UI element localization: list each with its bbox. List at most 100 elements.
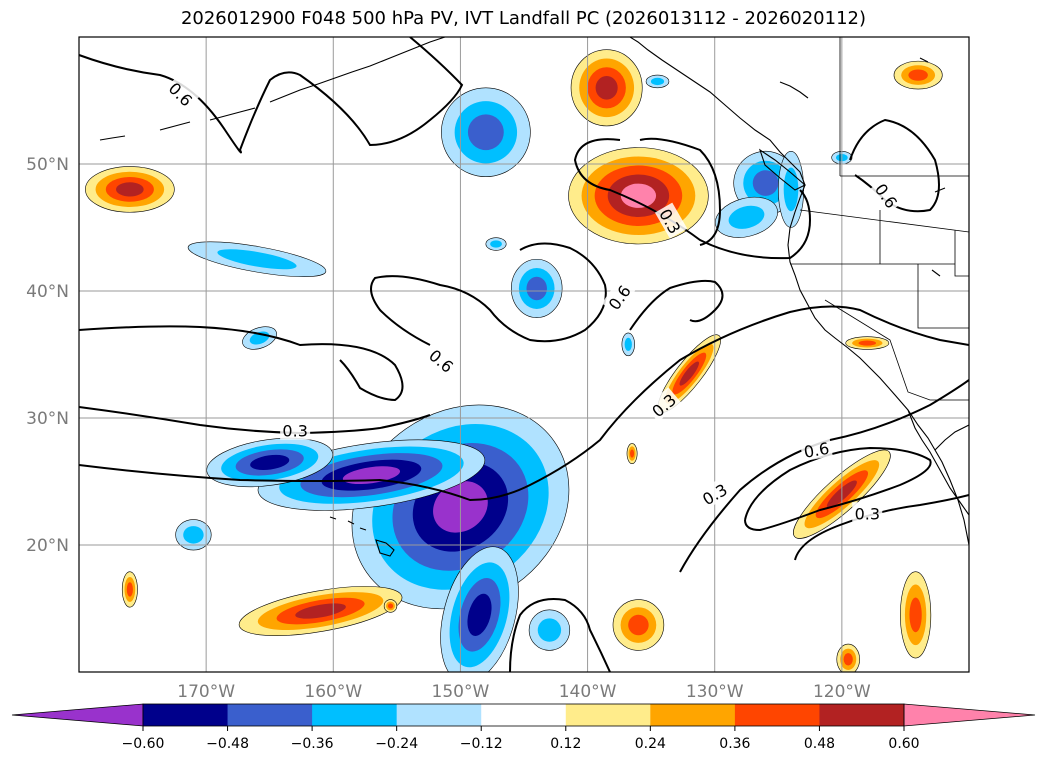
anomaly-fill-level xyxy=(620,183,657,208)
colorbar-tick-label: 0.60 xyxy=(888,736,919,752)
anomaly-region-10 xyxy=(175,519,212,551)
colorbar-tick-label: 0.12 xyxy=(550,736,581,752)
anomaly-fill-level xyxy=(858,340,876,346)
anomaly-fill-level xyxy=(526,276,547,301)
lat-tick-label: 30°N xyxy=(26,409,69,429)
anomaly-fill-level xyxy=(126,582,133,597)
colorbar-bin xyxy=(565,704,651,726)
coastline-gulf-california xyxy=(934,424,969,451)
anomaly-region-9 xyxy=(528,609,571,651)
colorbar-bin xyxy=(312,704,398,726)
state-borders xyxy=(790,37,969,401)
colorbar: −0.60 −0.48 −0.36 −0.24 −0.12 0.12 0.24 0.36 0.4… xyxy=(11,703,1036,752)
anomaly-region-15 xyxy=(645,74,670,89)
contour-label-text: 0.6 xyxy=(165,79,196,110)
contour-0.6-east xyxy=(629,279,724,331)
lon-tick-label: 120°W xyxy=(813,682,871,702)
contour-label-bg xyxy=(654,202,688,239)
lat-tick-label: 20°N xyxy=(26,536,69,556)
contour-label: 0.6 xyxy=(601,278,636,315)
contour-label: 0.6 xyxy=(424,342,460,378)
colorbar-extend-min xyxy=(11,703,144,727)
anomaly-region-24 xyxy=(900,571,932,659)
colorbar-bin xyxy=(819,704,905,726)
anomaly-region-29 xyxy=(383,599,398,613)
colorbar-outline xyxy=(142,703,905,727)
contour-label-bg xyxy=(280,419,311,440)
contour-label-bg xyxy=(870,177,904,214)
contour-label-text: 0.6 xyxy=(802,439,830,462)
anomaly-region-4 xyxy=(441,87,531,178)
lon-tick-label: 130°W xyxy=(686,682,744,702)
contour-label-bg xyxy=(852,502,883,523)
contour-0.3-mid xyxy=(79,406,431,435)
anomaly-fill-level xyxy=(183,526,204,544)
anomaly-region-26 xyxy=(845,336,890,350)
anomaly-fill-level xyxy=(650,77,665,86)
contour-0.3-long xyxy=(79,305,969,502)
colorbar-extend-max xyxy=(903,703,1036,727)
colorbar-tick-label: 0.36 xyxy=(719,736,750,752)
colorbar-bin xyxy=(227,704,313,726)
anomaly-fill-level xyxy=(624,337,632,351)
anomaly-region-13 xyxy=(777,150,805,228)
contour-label-text: 0.3 xyxy=(282,422,307,441)
lon-tick-label: 160°W xyxy=(304,682,362,702)
anomaly-region-8 xyxy=(187,241,327,277)
anomaly-fill-level xyxy=(595,75,618,100)
coastline-baja xyxy=(907,409,969,516)
map-gridlines xyxy=(79,37,969,672)
colorbar-tick-label: −0.36 xyxy=(291,736,334,752)
anomaly-fill-level xyxy=(116,182,144,197)
contour-0.3-south xyxy=(509,598,611,672)
colorbar-tick-label: 0.48 xyxy=(804,736,835,752)
anomaly-fill-level xyxy=(908,69,928,81)
anomaly-region-12 xyxy=(485,237,507,251)
contour-0.3-se xyxy=(679,379,969,573)
anomaly-region-7 xyxy=(715,196,778,238)
contour-label-bg xyxy=(799,436,833,462)
anomaly-region-25 xyxy=(893,60,943,90)
anomaly-region-17 xyxy=(568,147,709,245)
lon-tick-label: 140°W xyxy=(559,682,617,702)
anomaly-fill-level xyxy=(728,205,765,229)
colorbar-tick-label: −0.12 xyxy=(460,736,503,752)
coastline-vancouver-island xyxy=(758,148,806,191)
anomaly-fill-level xyxy=(679,361,700,386)
colorbar-tick-label: −0.60 xyxy=(122,736,165,752)
anomaly-region-19 xyxy=(85,166,175,213)
contour-label-text: 0.3 xyxy=(855,504,880,523)
contour-0.6-loop xyxy=(370,242,607,346)
colorbar-bin xyxy=(481,704,567,726)
contour-label-bg xyxy=(696,477,733,510)
contour-label-bg xyxy=(163,75,200,112)
anomaly-region-28 xyxy=(836,643,860,672)
anomaly-fill-level xyxy=(467,593,492,636)
map-frame xyxy=(78,36,970,673)
anomaly-fills xyxy=(85,49,943,672)
anomaly-fill-level xyxy=(250,454,290,470)
contour-label-bg xyxy=(424,342,460,378)
anomaly-fill-level xyxy=(630,449,635,458)
coastline-misc xyxy=(779,57,946,277)
colorbar-bin xyxy=(143,704,229,726)
lon-tick-label: 150°W xyxy=(432,682,490,702)
anomaly-region-5 xyxy=(510,258,563,318)
anomaly-region-18 xyxy=(570,49,643,127)
coastline-north-america xyxy=(629,37,969,546)
anomaly-region-11 xyxy=(242,326,277,350)
contour-0.3-north xyxy=(639,137,722,246)
contour-label-bg xyxy=(645,387,682,422)
colorbar-bin xyxy=(650,704,736,726)
anomaly-fill-level xyxy=(387,603,394,609)
contour-label-text: 0.6 xyxy=(425,346,457,377)
anomaly-fill-level xyxy=(467,114,504,151)
anomaly-region-3 xyxy=(206,437,334,488)
anomaly-region-30 xyxy=(626,443,638,465)
colorbar-tick-label: −0.24 xyxy=(375,736,418,752)
contour-label: 0.3 xyxy=(852,502,883,523)
anomaly-region-27 xyxy=(121,571,138,608)
contour-label: 0.3 xyxy=(280,419,311,441)
anomaly-fill-level xyxy=(783,167,799,212)
